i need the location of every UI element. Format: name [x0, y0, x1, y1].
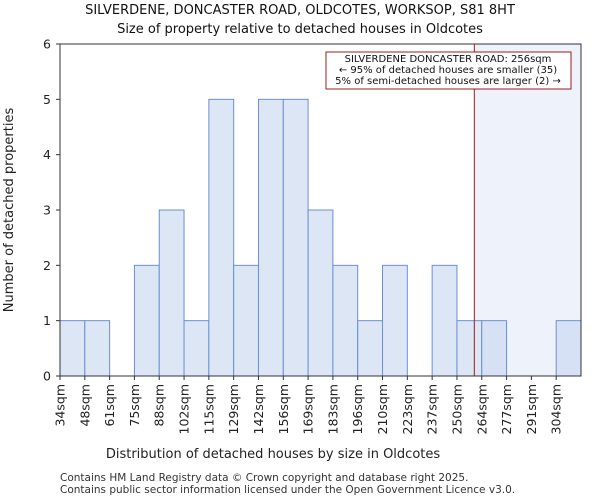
- chart-title: SILVERDENE, DONCASTER ROAD, OLDCOTES, WO…: [85, 3, 515, 18]
- bar-48sqm: [84, 320, 111, 377]
- x-axis: 34sqm 48sqm 61sqm 75sqm 88sqm 102sqm 115sqm 129…: [53, 376, 564, 434]
- x-tick-label-142sqm: 142sqm: [251, 384, 266, 434]
- x-tick-label-183sqm: 183sqm: [325, 384, 340, 434]
- footer-line-2: Contains public sector information licen…: [60, 484, 516, 496]
- annotation-frame: [325, 51, 572, 90]
- y-tick-label-6: 6: [43, 37, 51, 52]
- bar-169sqm: [307, 209, 334, 377]
- x-tick-label-129sqm: 129sqm: [226, 384, 241, 434]
- y-axis: 0 1 2 3 4 5 6: [43, 37, 60, 384]
- bar-88sqm: [158, 209, 185, 377]
- x-tick-label-223sqm: 223sqm: [400, 384, 415, 434]
- x-tick-label-88sqm: 88sqm: [152, 384, 167, 427]
- y-tick-label-2: 2: [43, 258, 51, 273]
- x-axis-label: Distribution of detached houses by size …: [106, 447, 441, 462]
- x-tick-label-61sqm: 61sqm: [102, 384, 117, 427]
- x-tick-label-115sqm: 115sqm: [201, 384, 216, 434]
- y-tick-label-4: 4: [43, 147, 51, 162]
- footer-line-1: Contains HM Land Registry data © Crown c…: [60, 472, 469, 484]
- x-tick-label-304sqm: 304sqm: [549, 384, 564, 434]
- bar-102sqm: [183, 320, 210, 377]
- x-tick-label-102sqm: 102sqm: [177, 384, 192, 434]
- y-tick-label-0: 0: [43, 369, 51, 384]
- bar-304sqm: [555, 320, 582, 377]
- bar-34sqm: [59, 320, 86, 377]
- bar-196sqm: [357, 320, 384, 377]
- bar-250sqm: [456, 320, 483, 377]
- y-tick-label-3: 3: [43, 203, 51, 218]
- x-tick-label-264sqm: 264sqm: [474, 384, 489, 434]
- x-tick-label-291sqm: 291sqm: [524, 384, 539, 434]
- x-tick-label-169sqm: 169sqm: [301, 384, 316, 434]
- annotation-line-3: 5% of semi-detached houses are larger (2…: [335, 76, 561, 87]
- x-tick-label-48sqm: 48sqm: [77, 384, 92, 427]
- bar-142sqm: [257, 98, 284, 377]
- x-tick-label-277sqm: 277sqm: [499, 384, 514, 434]
- bar-183sqm: [332, 264, 359, 377]
- bars-group: [59, 98, 582, 377]
- y-tick-label-5: 5: [43, 92, 51, 107]
- x-tick-label-156sqm: 156sqm: [276, 384, 291, 434]
- bar-264sqm: [481, 320, 508, 377]
- bar-115sqm: [208, 98, 235, 377]
- annotation-line-2: ← 95% of detached houses are smaller (35…: [339, 65, 557, 76]
- x-tick-label-75sqm: 75sqm: [127, 384, 142, 427]
- x-tick-label-250sqm: 250sqm: [449, 384, 464, 434]
- bar-237sqm: [431, 264, 458, 377]
- bar-129sqm: [233, 264, 259, 377]
- x-tick-label-237sqm: 237sqm: [425, 384, 440, 434]
- y-tick-label-1: 1: [43, 313, 51, 328]
- x-tick-label-196sqm: 196sqm: [350, 384, 365, 434]
- x-tick-label-210sqm: 210sqm: [375, 384, 390, 434]
- bar-210sqm: [382, 264, 408, 377]
- chart-subtitle: Size of property relative to detached ho…: [117, 22, 483, 37]
- y-axis-label: Number of detached properties: [2, 108, 17, 313]
- bar-75sqm: [133, 264, 160, 377]
- annotation-line-1: SILVERDENE DONCASTER ROAD: 256sqm: [345, 54, 552, 65]
- x-tick-label-34sqm: 34sqm: [53, 384, 68, 427]
- bar-156sqm: [282, 98, 309, 377]
- annotation-box: SILVERDENE DONCASTER ROAD: 256sqm ← 95% …: [325, 51, 572, 90]
